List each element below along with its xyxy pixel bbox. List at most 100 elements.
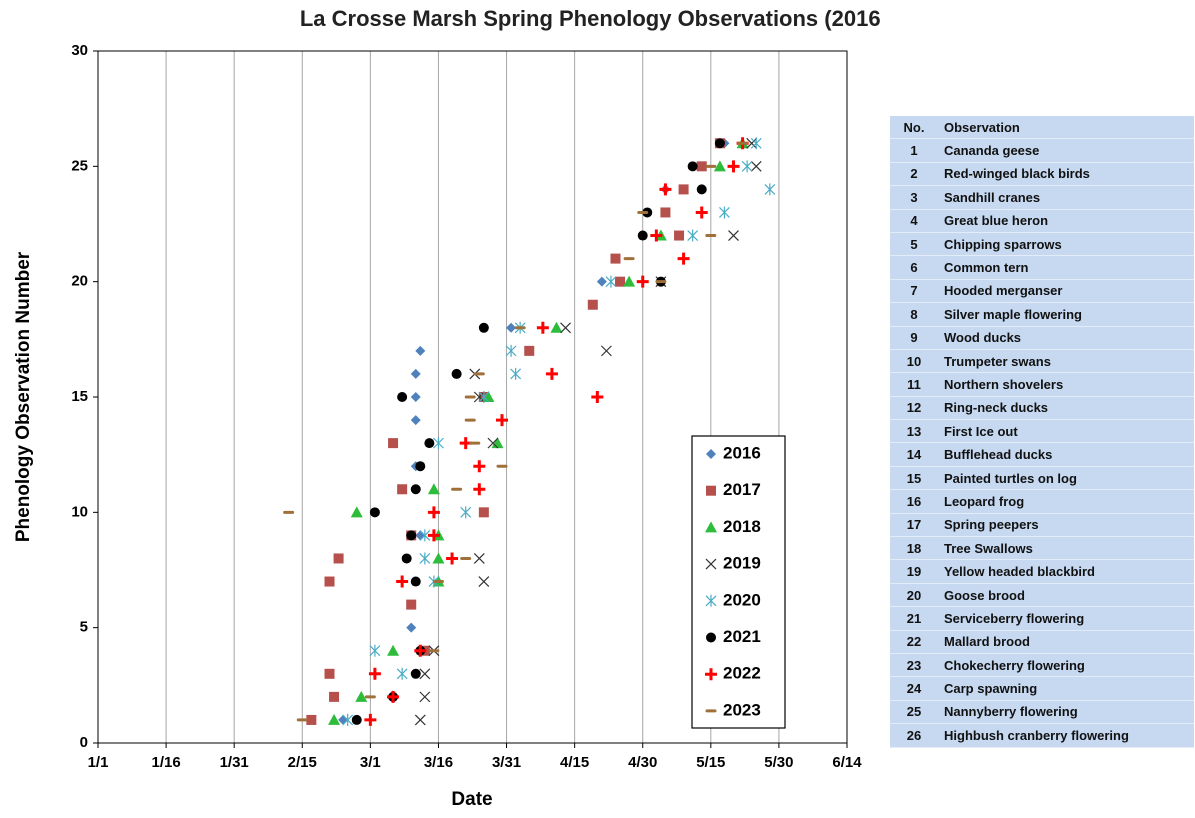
row-number: 14 [906,447,922,463]
marker [364,713,377,726]
marker [342,713,354,726]
marker [687,229,699,242]
legend-label: 2017 [723,480,761,499]
table-row: 18 Tree Swallows [890,537,1194,561]
marker [306,714,317,725]
marker [419,529,431,542]
chart-title: La Crosse Marsh Spring Phenology Observa… [300,6,880,31]
marker [473,553,485,564]
marker [487,437,499,449]
marker [505,344,517,357]
marker [432,552,445,564]
legend-label: 2023 [723,700,761,719]
row-number: 16 [906,493,922,509]
row-number: 24 [906,681,922,697]
table-header: No. Observation [890,116,1194,140]
marker [473,460,486,473]
x-tick-label: 2/15 [288,754,317,771]
marker [496,414,509,427]
table-row: 19 Yellow headed blackbird [890,560,1194,584]
row-observation: Yellow headed blackbird [944,564,1095,580]
legend-label: 2021 [723,627,761,646]
legend-marker [706,632,716,643]
marker [728,230,739,241]
marker [397,392,408,402]
legend-label: 2016 [723,443,761,462]
row-number: 21 [906,610,922,626]
row-number: 23 [906,657,922,673]
marker [460,506,472,519]
marker [324,576,335,587]
marker [478,322,489,333]
row-observation: Cananda geese [944,143,1040,159]
marker [388,438,399,449]
marker [324,668,335,679]
table-row: 13 First Ice out [890,420,1194,444]
marker [478,576,490,587]
y-tick-label: 0 [80,734,88,751]
marker [741,160,753,173]
x-tick-label: 3/1 [360,754,381,771]
legend-label: 2020 [723,590,761,609]
marker [328,713,341,725]
header-cell: No. [903,119,925,135]
row-observation: Nannyberry flowering [944,704,1078,720]
row-observation: First Ice out [944,423,1018,439]
marker [746,137,758,149]
row-observation: Chokecherry flowering [944,657,1085,673]
table-row: 20 Goose brood [890,584,1194,608]
marker [355,690,368,702]
x-tick-label: 4/15 [560,754,589,771]
row-observation: Carp spawning [944,681,1038,697]
marker [478,391,490,403]
marker [446,552,459,565]
marker [406,599,417,610]
row-number: 8 [910,306,918,322]
marker [368,667,381,680]
row-observation: Bufflehead ducks [944,447,1053,463]
marker [338,714,349,725]
table-row: 5 Chipping sparrows [890,233,1194,257]
marker [510,367,522,380]
marker [415,345,426,356]
marker [550,321,563,333]
legend-marker [705,558,717,570]
table-row: 23 Chokecherry flowering [890,654,1194,678]
row-number: 26 [906,727,922,743]
y-tick-label: 25 [71,157,88,174]
table-row: 10 Trumpeter swans [890,350,1194,374]
row-observation: Chipping sparrows [944,236,1062,252]
marker [696,161,707,172]
header-cell: Observation [944,119,1020,135]
y-tick-label: 15 [71,388,88,405]
marker [387,690,400,703]
table-row: 15 Painted turtles on log [890,467,1194,491]
row-observation: Red-winged black birds [944,166,1090,182]
row-number: 9 [910,330,918,346]
marker [677,252,690,265]
marker [587,299,598,310]
row-number: 7 [910,283,918,299]
marker [351,714,362,725]
y-tick-label: 20 [71,273,88,290]
marker [764,183,776,196]
marker [369,644,381,657]
marker [478,507,489,518]
x-tick-label: 1/16 [151,754,180,771]
marker [610,253,621,264]
row-observation: Painted turtles on log [944,470,1077,486]
row-observation: Great blue heron [944,213,1049,229]
marker [560,322,571,334]
row-number: 22 [906,634,922,650]
marker [636,275,649,288]
marker [524,345,535,356]
observation-table: No. Observation 1 Cananda geese 2 Red-winged … [890,116,1194,748]
legend-marker [705,594,717,607]
table-row: 9 Wood ducks [890,327,1194,350]
row-observation: Sandhill cranes [944,189,1041,205]
marker [473,483,486,496]
legend-marker [705,521,717,533]
row-number: 4 [910,213,918,229]
row-number: 12 [906,400,922,416]
